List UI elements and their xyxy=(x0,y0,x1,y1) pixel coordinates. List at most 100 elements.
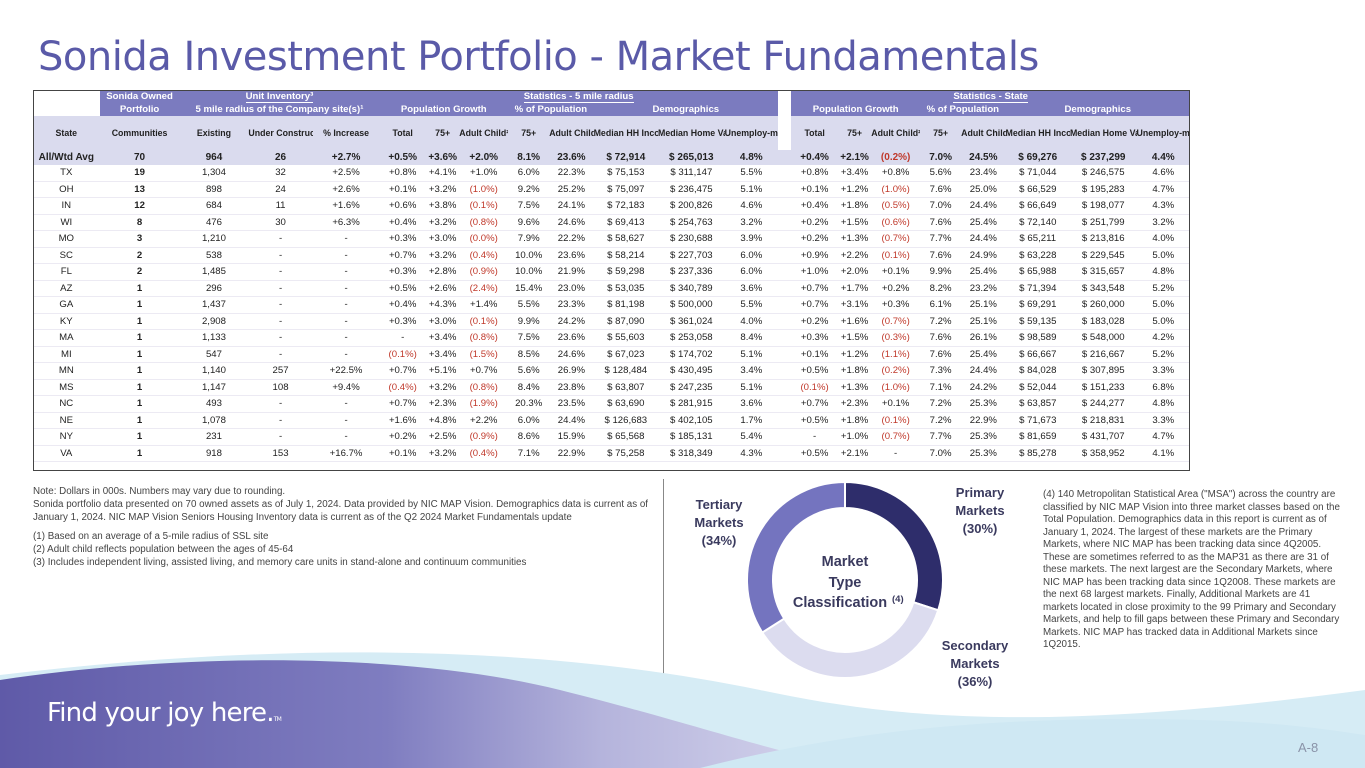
table-cell: 1,147 xyxy=(179,379,249,396)
table-cell: 10.0% xyxy=(508,263,550,281)
table-cell: 7.7% xyxy=(920,428,962,446)
table-cell: +3.6% xyxy=(426,150,460,165)
table-cell: 25.1% xyxy=(961,296,1006,314)
page-number: A-8 xyxy=(1298,740,1319,755)
table-cell: - xyxy=(312,296,380,314)
column-header: Adult Child² xyxy=(871,116,921,150)
table-cell: $ 361,024 xyxy=(658,313,725,330)
table-cell: 24.1% xyxy=(549,197,594,215)
state-cell: VA xyxy=(33,445,100,462)
table-cell: $ 67,023 xyxy=(593,346,658,363)
table-row: NC 1 493- - +0.7% +2.3% (1.9%) 20.3% 23.5% $ 63,6… xyxy=(33,395,1190,413)
table-cell: +2.0% xyxy=(459,150,509,165)
table-cell: - xyxy=(312,313,380,330)
table-cell: 9.2% xyxy=(508,181,550,198)
table-cell: 5.5% xyxy=(724,296,778,314)
table-cell: - xyxy=(312,346,380,363)
table-cell: +0.7% xyxy=(459,362,509,380)
table-cell: (0.1%) xyxy=(791,379,838,396)
table-cell: 8 xyxy=(99,214,180,231)
table-cell: 19 xyxy=(99,165,180,182)
table-cell: +0.5% xyxy=(379,150,426,165)
table-cell: +5.1% xyxy=(426,362,460,380)
donut-center-line2: Type xyxy=(829,575,862,591)
table-cell: (0.9%) xyxy=(459,428,509,446)
column-header: % Increase xyxy=(312,116,380,150)
table-cell: $ 58,627 xyxy=(593,230,658,248)
table-cell: 1,133 xyxy=(179,329,249,347)
table-cell: $ 58,214 xyxy=(593,247,658,264)
state-cell: All/Wtd Avg xyxy=(33,150,100,165)
table-cell: 6.0% xyxy=(724,247,778,264)
table-cell: - xyxy=(379,329,426,347)
column-header: Median Home Value xyxy=(658,116,725,150)
table-cell: $ 251,799 xyxy=(1069,214,1137,231)
table-cell: 25.4% xyxy=(961,263,1006,281)
table-cell: 25.2% xyxy=(549,181,594,198)
table-cell: 7.6% xyxy=(920,214,962,231)
table-cell: 26.9% xyxy=(549,362,594,380)
table-cell: 3.2% xyxy=(1136,214,1190,231)
table-cell: +1.0% xyxy=(791,263,838,281)
table-cell: - xyxy=(312,263,380,281)
table-cell: 4.4% xyxy=(1136,150,1190,165)
table-cell: - xyxy=(312,280,380,297)
table-cell: $ 229,545 xyxy=(1069,247,1137,264)
table-cell: 4.3% xyxy=(724,445,778,462)
table-cell: 7.0% xyxy=(920,445,962,462)
table-cell: 1,304 xyxy=(179,165,249,182)
table-cell: 6.8% xyxy=(1136,379,1190,396)
table-cell: - xyxy=(248,247,313,264)
table-cell: +0.7% xyxy=(791,280,838,297)
table-cell: 22.2% xyxy=(549,230,594,248)
column-header: Adult Child² xyxy=(961,116,1006,150)
table-cell: 4.6% xyxy=(1136,165,1190,182)
table-cell: 26 xyxy=(248,150,313,165)
page-title: Sonida Investment Portfolio - Market Fun… xyxy=(38,34,1039,80)
table-cell: +0.8% xyxy=(871,165,921,182)
table-cell: $ 254,763 xyxy=(658,214,725,231)
table-cell: +0.1% xyxy=(871,263,921,281)
table-cell: 1,437 xyxy=(179,296,249,314)
table-cell: $ 340,789 xyxy=(658,280,725,297)
table-cell: +0.5% xyxy=(379,280,426,297)
table-cell: 25.3% xyxy=(961,445,1006,462)
table-cell: $ 358,952 xyxy=(1069,445,1137,462)
table-cell: $ 63,690 xyxy=(593,395,658,413)
table-cell: $ 72,140 xyxy=(1005,214,1070,231)
table-cell: - xyxy=(248,329,313,347)
table-cell: $ 63,228 xyxy=(1005,247,1070,264)
column-header: State xyxy=(33,116,100,150)
table-cell: 25.4% xyxy=(961,214,1006,231)
table-cell: 3.3% xyxy=(1136,362,1190,380)
table-cell: $ 318,349 xyxy=(658,445,725,462)
column-header: Communities xyxy=(99,116,180,150)
table-cell: 5.5% xyxy=(724,165,778,182)
table-cell: - xyxy=(248,428,313,446)
table-row: WI 8 476 30 +6.3% +0.4% +3.2% (0.8%) 9.6% 24.6% $ … xyxy=(33,214,1190,231)
state-cell: SC xyxy=(33,247,100,264)
table-cell: - xyxy=(312,247,380,264)
table-cell: $ 55,603 xyxy=(593,329,658,347)
table-cell: (0.2%) xyxy=(871,362,921,380)
table-cell: $ 126,683 xyxy=(593,412,658,429)
table-cell: +0.9% xyxy=(791,247,838,264)
table-cell: 6.0% xyxy=(508,165,550,182)
table-cell: 1 xyxy=(99,428,180,446)
table-cell: (0.4%) xyxy=(379,379,426,396)
table-cell: 23.8% xyxy=(549,379,594,396)
table-cell: 4.7% xyxy=(1136,181,1190,198)
column-header: Existing xyxy=(179,116,249,150)
table-cell: 24.4% xyxy=(961,230,1006,248)
note-data-source: Sonida portfolio data presented on 70 ow… xyxy=(33,499,649,523)
table-cell: 25.0% xyxy=(961,181,1006,198)
table-cell: 4.0% xyxy=(724,313,778,330)
table-cell: +2.3% xyxy=(426,395,460,413)
table-cell: 30 xyxy=(248,214,313,231)
table-cell: +0.4% xyxy=(791,150,838,165)
table-cell: 25.4% xyxy=(961,346,1006,363)
table-cell: 7.7% xyxy=(920,230,962,248)
table-cell: 1 xyxy=(99,379,180,396)
table-cell: 23.5% xyxy=(549,395,594,413)
table-cell: +1.6% xyxy=(837,313,872,330)
